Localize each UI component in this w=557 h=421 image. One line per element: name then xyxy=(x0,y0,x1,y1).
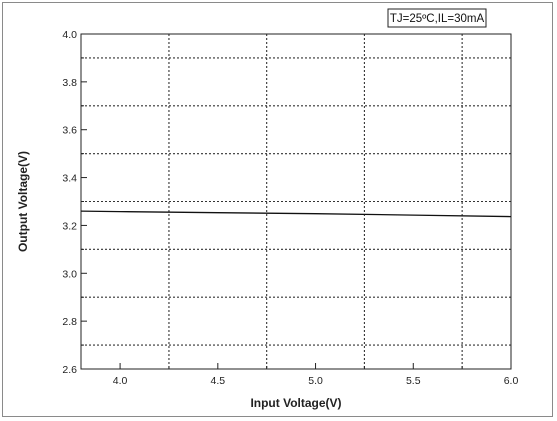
y-axis-label: Output Voltage(V) xyxy=(16,151,30,252)
y-tick-label: 2.8 xyxy=(62,316,77,328)
annotation-label: TJ=25ºC,IL=30mA xyxy=(390,13,485,25)
y-tick-label: 4.0 xyxy=(62,29,77,41)
x-axis-label: Input Voltage(V) xyxy=(250,396,341,410)
annotation: TJ=25ºC,IL=30mA xyxy=(387,8,487,28)
y-tick-label: 2.6 xyxy=(62,364,77,376)
x-tick-label: 5.0 xyxy=(308,375,323,387)
y-tick-label: 3.6 xyxy=(62,125,77,137)
y-tick-label: 3.0 xyxy=(62,268,77,280)
x-tick-label: 6.0 xyxy=(504,375,519,387)
annotation-box xyxy=(387,8,487,28)
x-tick-label: 4.5 xyxy=(211,375,226,387)
y-tick-label: 3.4 xyxy=(62,173,77,185)
chart-frame: 4.0 4.5 5.0 5.5 6.0 2.6 2.8 3.0 3.2 3.4 3.6 3.8 4.0 … xyxy=(2,2,553,417)
y-tick-label: 3.2 xyxy=(62,220,77,232)
grid xyxy=(81,34,511,369)
series xyxy=(80,210,512,218)
x-tick-label: 4.0 xyxy=(113,375,128,387)
y-tick-label: 3.8 xyxy=(62,77,77,89)
x-tick-label: 5.5 xyxy=(406,375,421,387)
output-voltage-chart: 4.0 4.5 5.0 5.5 6.0 2.6 2.8 3.0 3.2 3.4 3.6 3.84.0 … xyxy=(16,8,518,410)
series-line xyxy=(80,210,512,218)
axis-ticks: 4.0 4.5 5.0 5.5 6.0 2.6 2.8 3.0 3.2 3.4 3.6 3.8 4.0 xyxy=(62,29,518,387)
